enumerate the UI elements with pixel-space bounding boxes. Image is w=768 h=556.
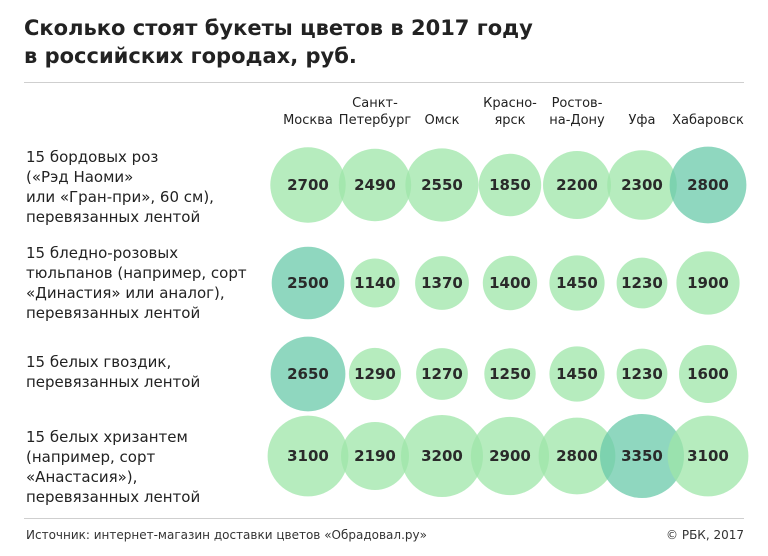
price-bubble <box>616 257 668 309</box>
price-bubble <box>341 422 409 490</box>
row-label-line: перевязанных лентой <box>26 488 201 506</box>
price-label: 1140 <box>354 274 396 292</box>
copyright: © РБК, 2017 <box>666 528 744 542</box>
price-label: 2550 <box>421 176 463 194</box>
column-header: Омск <box>424 113 459 128</box>
price-bubble <box>549 255 605 311</box>
price-bubble <box>271 246 345 320</box>
chart-title-line-1: Сколько стоят букеты цветов в 2017 году <box>24 16 533 40</box>
row-label-line: (например, сорт «Анастасия»), <box>26 448 156 486</box>
price-bubble <box>549 346 605 402</box>
price-bubble <box>676 251 740 315</box>
row-label: 15 белых хризантем (например, сорт «Анаст… <box>26 427 266 507</box>
price-bubble <box>600 414 684 498</box>
price-bubble <box>679 345 737 403</box>
column-header-line: Москва <box>283 113 333 128</box>
price-label: 2500 <box>287 274 329 292</box>
price-label: 1850 <box>489 176 531 194</box>
column-header-line: ярск <box>494 113 525 128</box>
price-label: 3100 <box>687 447 729 465</box>
price-label: 2800 <box>687 176 729 194</box>
column-header: Хабаровск <box>672 113 744 128</box>
column-header: Уфа <box>628 113 655 128</box>
row-label-line: перевязанных лентой <box>26 373 201 391</box>
column-header: Красно-ярск <box>483 96 537 128</box>
price-bubble <box>669 146 747 224</box>
price-bubble <box>470 416 550 496</box>
chart-title-line-2: в российских городах, руб. <box>24 44 357 68</box>
column-header-line: Омск <box>424 113 459 128</box>
price-label: 1600 <box>687 365 729 383</box>
price-bubble <box>338 148 412 222</box>
price-label: 1250 <box>489 365 531 383</box>
row-label-line: 15 бордовых роз <box>26 148 159 166</box>
source-note: Источник: интернет-магазин доставки цвет… <box>26 528 427 542</box>
row-label-line: тюльпанов (например, сорт <box>26 264 247 282</box>
row-label-line: 15 белых хризантем <box>26 428 188 446</box>
column-header: Санкт- Петербург <box>339 96 412 128</box>
row-label: 15 бордовых роз («Рэд Наоми» или «Гран-при… <box>26 147 266 227</box>
price-bubble <box>270 147 346 223</box>
price-bubble <box>267 415 349 497</box>
price-bubble <box>401 415 483 497</box>
price-label: 1290 <box>354 365 396 383</box>
column-header-line: Уфа <box>628 113 655 128</box>
price-bubble <box>270 336 346 412</box>
price-bubble <box>416 348 468 400</box>
price-bubble <box>478 153 542 217</box>
row-label: 15 бледно-розовых тюльпанов (например, со… <box>26 243 266 323</box>
top-divider <box>24 82 744 83</box>
price-bubble <box>538 417 616 495</box>
price-label: 1230 <box>621 365 663 383</box>
column-header-line: Ростов- <box>552 96 603 111</box>
column-header-line: Санкт- <box>352 96 398 111</box>
column-header: Москва <box>283 113 333 128</box>
row-label-line: 15 белых гвоздик, <box>26 353 172 371</box>
row-label-line: 15 бледно-розовых <box>26 244 179 262</box>
price-bubble <box>667 415 749 497</box>
bottom-divider <box>24 518 744 519</box>
row-label-line: перевязанных лентой <box>26 208 201 226</box>
price-label: 2650 <box>287 365 329 383</box>
price-label: 2900 <box>489 447 531 465</box>
price-bubble <box>543 151 611 219</box>
price-label: 1450 <box>556 365 598 383</box>
price-bubble <box>607 150 677 220</box>
price-bubble <box>405 148 479 222</box>
price-bubble <box>415 256 469 310</box>
price-label: 2200 <box>556 176 598 194</box>
row-label: 15 белых гвоздик, перевязанных лентой <box>26 352 266 392</box>
row-label-line: («Рэд Наоми» <box>26 168 134 186</box>
price-label: 2490 <box>354 176 396 194</box>
price-bubble <box>350 258 400 308</box>
price-label: 1400 <box>489 274 531 292</box>
column-header-line: Хабаровск <box>672 113 744 128</box>
column-header-line: Красно- <box>483 96 537 111</box>
price-bubble <box>348 347 402 401</box>
price-label: 3100 <box>287 447 329 465</box>
price-label: 2700 <box>287 176 329 194</box>
price-label: 3350 <box>621 447 663 465</box>
price-label: 1230 <box>621 274 663 292</box>
price-bubble <box>482 255 538 311</box>
column-header: Ростов-на-Дону <box>549 96 605 128</box>
column-header-line: Петербург <box>339 113 412 128</box>
price-label: 2800 <box>556 447 598 465</box>
column-header-line: на-Дону <box>549 113 605 128</box>
price-label: 1450 <box>556 274 598 292</box>
row-label-line: перевязанных лентой <box>26 304 201 322</box>
chart-title: Сколько стоят букеты цветов в 2017 году … <box>24 14 744 70</box>
price-label: 1370 <box>421 274 463 292</box>
price-label: 2300 <box>621 176 663 194</box>
row-label-line: «Династия» или аналог), <box>26 284 225 302</box>
price-bubble <box>616 348 668 400</box>
price-label: 3200 <box>421 447 463 465</box>
row-label-line: или «Гран-при», 60 см), <box>26 188 214 206</box>
price-label: 1270 <box>421 365 463 383</box>
price-label: 2190 <box>354 447 396 465</box>
price-label: 1900 <box>687 274 729 292</box>
price-bubble <box>484 348 536 400</box>
